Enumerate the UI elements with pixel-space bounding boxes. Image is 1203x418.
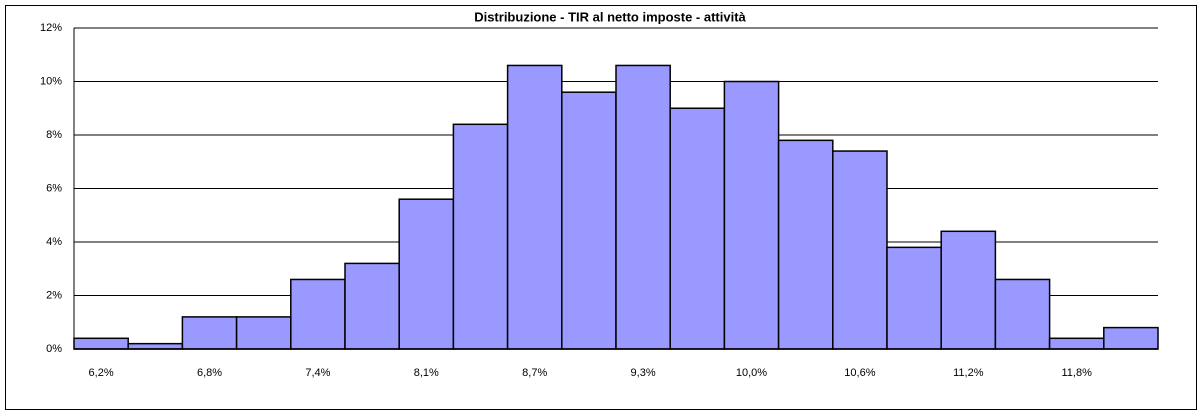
bar [940,230,997,350]
y-tick-label: 4% [46,236,62,248]
bar [886,246,942,350]
x-tick-label: 11,8% [1062,367,1093,379]
chart-title: Distribuzione - TIR al netto imposte - a… [474,9,746,24]
x-tick-label: 8,1% [414,367,439,379]
bar [832,150,888,350]
x-tick-label: 6,8% [197,367,222,379]
x-tick-label: 6,2% [89,367,114,379]
bar [669,107,726,350]
bar [1048,337,1105,350]
y-tick-label: 2% [46,289,62,301]
y-tick-label: 12% [40,22,62,34]
bar [452,123,509,350]
bar [290,278,346,350]
y-tick-label: 6% [46,182,62,194]
bar [994,278,1051,350]
x-tick-label: 11,2% [953,367,984,379]
y-tick-label: 8% [46,129,62,141]
x-tick-label: 10,0% [736,367,767,379]
x-tick-label: 7,4% [305,367,330,379]
bar [344,262,400,350]
bar [235,316,292,350]
bar [127,342,184,350]
bar [181,316,238,350]
y-tick-label: 0% [46,343,62,355]
bar [1103,326,1159,350]
bar [615,64,671,350]
bar [777,139,834,350]
bar [398,198,455,350]
bar [506,64,563,350]
y-tick-label: 10% [40,75,62,87]
x-tick-label: 8,7% [522,367,547,379]
bar [73,337,129,350]
bar [561,91,617,350]
x-tick-label: 10,6% [844,367,875,379]
bar [723,80,780,350]
x-tick-label: 9,3% [631,367,656,379]
